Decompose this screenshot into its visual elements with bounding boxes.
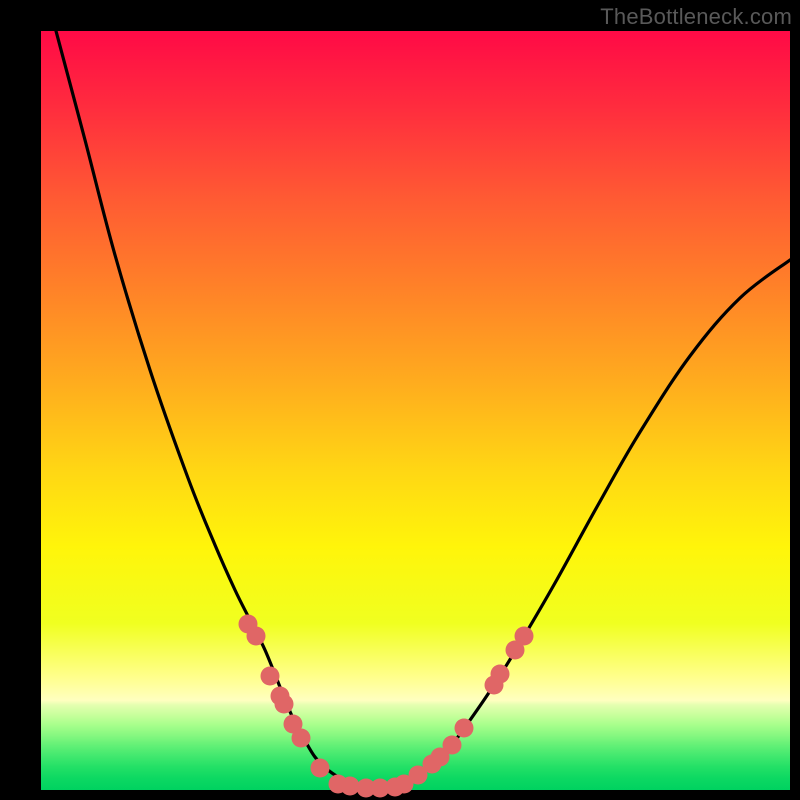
data-point — [261, 667, 280, 686]
data-point — [455, 719, 474, 738]
data-point — [311, 759, 330, 778]
data-point — [515, 627, 534, 646]
data-point — [275, 695, 294, 714]
watermark-label: TheBottleneck.com — [600, 4, 792, 30]
data-point — [491, 665, 510, 684]
data-point — [443, 736, 462, 755]
data-point — [292, 729, 311, 748]
bottleneck-curve — [0, 0, 800, 800]
data-point — [247, 627, 266, 646]
chart-root: { "chart": { "type": "line", "canvas": {… — [0, 0, 800, 800]
